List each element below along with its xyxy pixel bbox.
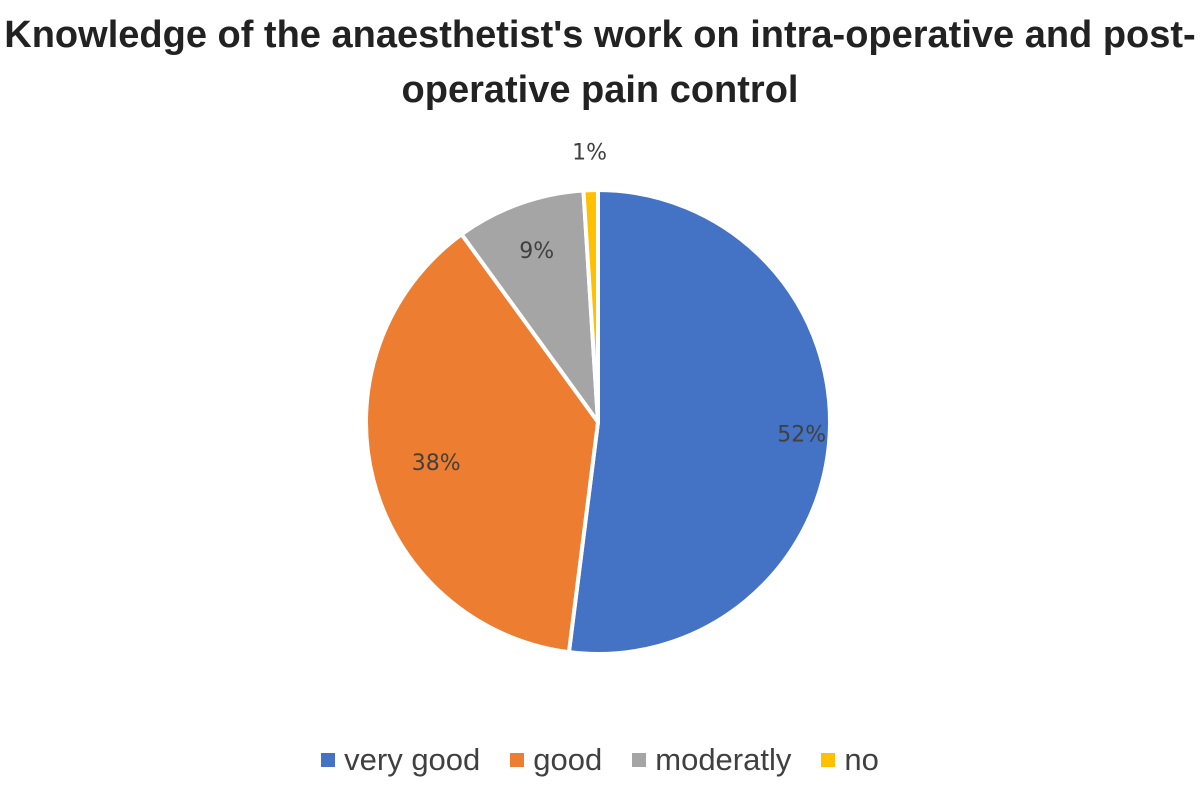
- legend-swatch: [510, 753, 525, 767]
- legend-item-good: good: [510, 742, 602, 778]
- chart-legend: very good good moderatly no: [0, 742, 1200, 778]
- pie-slice-moderatly: [459, 188, 600, 424]
- legend-swatch: [632, 753, 647, 767]
- data-label-no: 1%: [572, 141, 607, 166]
- legend-swatch: [321, 753, 336, 767]
- pie-labels: 52% 38% 9% 1%: [412, 141, 826, 477]
- legend-item-no: no: [821, 742, 879, 778]
- pie-slices: [364, 188, 832, 656]
- legend-item-moderatly: moderatly: [632, 742, 791, 778]
- data-label-moderatly: 9%: [519, 239, 554, 264]
- chart-title: Knowledge of the anaesthetist's work on …: [4, 14, 1196, 111]
- legend-label: moderatly: [655, 742, 792, 777]
- legend-swatch: [821, 753, 836, 767]
- legend-label: very good: [344, 742, 481, 777]
- pie-slice-very-good: [566, 188, 832, 656]
- data-label-good: 38%: [412, 451, 461, 476]
- pie-slice-no: [581, 188, 600, 424]
- legend-label: good: [533, 742, 603, 777]
- legend-label: no: [844, 742, 879, 777]
- legend-item-very-good: very good: [321, 742, 480, 778]
- pie-slice-good: [364, 232, 600, 655]
- data-label-very-good: 52%: [777, 422, 826, 447]
